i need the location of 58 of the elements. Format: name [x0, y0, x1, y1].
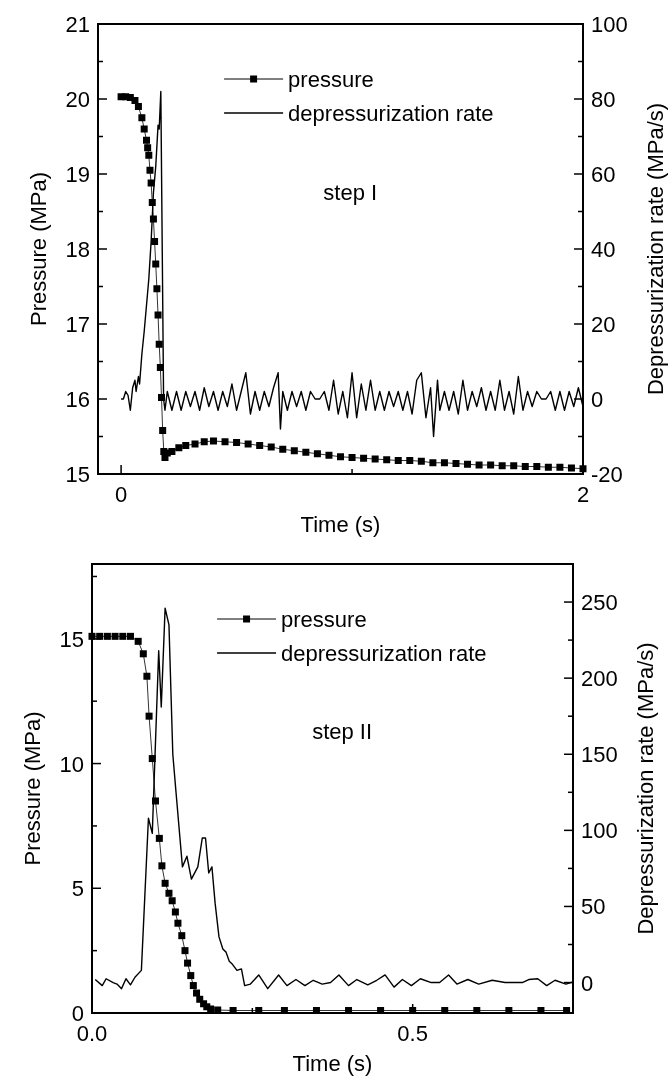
- legend-label: pressure: [281, 607, 367, 632]
- point: [139, 650, 147, 658]
- point: [119, 632, 127, 640]
- y2-axis-title: Depressurization rate (MPa/s): [633, 642, 658, 935]
- y2-tick-label: 20: [591, 312, 616, 337]
- y-tick-label: 5: [71, 876, 84, 902]
- point: [174, 919, 182, 927]
- point: [178, 932, 186, 940]
- point: [145, 712, 153, 720]
- legend-label: depressurization rate: [288, 101, 494, 126]
- y-tick-label: 10: [59, 751, 84, 777]
- y-tick-label: 21: [65, 12, 90, 37]
- point: [171, 908, 179, 916]
- y-tick-label: 20: [65, 87, 90, 112]
- y2-tick-label: 100: [581, 818, 618, 844]
- point: [189, 982, 197, 990]
- y2-tick-label: 0: [581, 970, 594, 996]
- x-tick-label: 2: [576, 482, 590, 507]
- y2-tick-label: 250: [581, 590, 618, 616]
- x-tick-label: 0.5: [397, 1021, 428, 1046]
- legend-label: depressurization rate: [281, 641, 487, 666]
- point: [103, 632, 111, 640]
- y-tick-label: 15: [59, 626, 84, 652]
- point: [134, 637, 142, 645]
- point: [161, 879, 169, 887]
- y2-axis-title: Depressurization rate (MPa/s): [643, 102, 668, 396]
- legend-label: pressure: [288, 67, 374, 92]
- y-tick-label: 16: [65, 387, 90, 412]
- y-tick-label: 15: [65, 462, 90, 487]
- point: [181, 947, 189, 955]
- y-tick-label: 19: [65, 162, 90, 187]
- y-tick-label: 18: [65, 237, 90, 262]
- annotation: step II: [312, 719, 373, 745]
- y2-tick-label: 80: [591, 87, 616, 112]
- x-axis-title: Time (s): [300, 512, 381, 537]
- point: [155, 834, 163, 842]
- point: [184, 959, 192, 967]
- point: [143, 672, 151, 680]
- y2-tick-label: -20: [591, 462, 623, 487]
- point: [193, 989, 201, 997]
- y-axis-title: Pressure (MPa): [20, 711, 45, 866]
- x-axis-title: Time (s): [292, 1051, 373, 1076]
- y2-tick-label: 0: [591, 387, 604, 412]
- y2-tick-label: 150: [581, 742, 618, 768]
- y-tick-label: 17: [65, 312, 90, 337]
- y2-tick-label: 100: [591, 12, 628, 37]
- y2-tick-label: 40: [591, 237, 616, 262]
- point: [111, 632, 119, 640]
- y2-tick-label: 50: [581, 894, 606, 920]
- point: [158, 862, 166, 870]
- point: [168, 897, 176, 905]
- point: [165, 889, 173, 897]
- y2-tick-label: 200: [581, 666, 618, 692]
- point: [126, 632, 134, 640]
- annotation: step I: [323, 179, 378, 205]
- point: [187, 972, 195, 980]
- y2-tick-label: 60: [591, 162, 616, 187]
- y-axis-title: Pressure (MPa): [26, 171, 51, 327]
